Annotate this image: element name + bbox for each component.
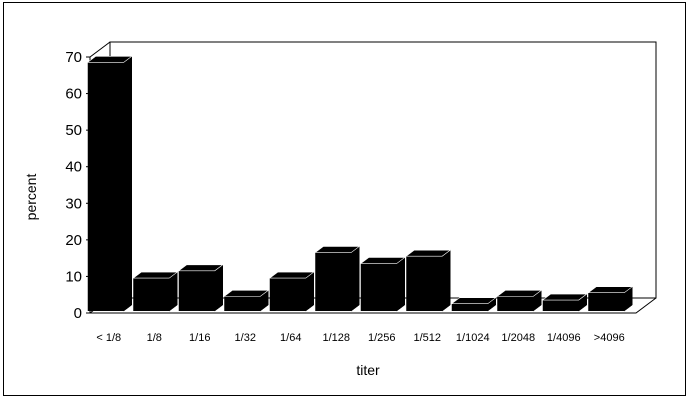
y-tick-label: 10 [65, 268, 82, 285]
bar-top [314, 246, 361, 253]
y-tick-label: 0 [74, 305, 82, 322]
bar-front [542, 300, 579, 311]
x-tick-label: 1/4096 [547, 332, 581, 344]
bar-top [587, 286, 634, 294]
bar-top [177, 264, 224, 272]
bar-top [496, 290, 543, 297]
bar [450, 297, 497, 312]
x-tick-label: < 1/8 [96, 332, 121, 344]
bar-top [405, 249, 452, 257]
bar [496, 289, 543, 312]
y-tick-label: 50 [65, 122, 82, 139]
bar [177, 264, 224, 312]
bar-side [214, 264, 223, 312]
bar-side [169, 271, 178, 312]
bar-front [451, 303, 488, 311]
bar-front [406, 256, 443, 311]
y-tick-label: 40 [65, 159, 82, 176]
chart-frame [3, 2, 686, 396]
bar-top [359, 257, 406, 264]
x-tick-label: 1/512 [413, 332, 441, 344]
x-tick-label: 1/128 [322, 332, 350, 344]
bar-front [269, 278, 306, 311]
bar [223, 289, 270, 312]
x-tick-label: 1/32 [235, 332, 256, 344]
y-tick-label: 30 [65, 195, 82, 212]
x-tick-label: 1/64 [280, 332, 301, 344]
bar-front [224, 296, 261, 311]
bar-side [396, 256, 405, 312]
bar-top [223, 290, 270, 297]
x-tick-label: 1/8 [147, 332, 162, 344]
y-tick-label: 20 [65, 232, 82, 249]
bar [359, 256, 406, 312]
bars [86, 55, 634, 312]
x-tick-label: 1/16 [189, 332, 210, 344]
bar-top [450, 297, 497, 304]
bar [587, 286, 634, 312]
bar [132, 271, 179, 312]
bar-front [497, 296, 534, 311]
bar-top [132, 271, 179, 279]
x-tick-label: 1/256 [368, 332, 396, 344]
bar-front [315, 252, 352, 311]
bar-front [178, 270, 215, 311]
x-axis-title: titer [356, 362, 380, 378]
bar-top [86, 56, 133, 63]
y-tick-label: 70 [65, 49, 82, 66]
y-axis-ticks: 0 10 20 30 40 50 60 70 [65, 49, 90, 322]
bar-front [360, 263, 397, 311]
bar-front [588, 292, 625, 311]
bar-front [133, 278, 170, 311]
bar-side [305, 271, 314, 312]
x-tick-label: 1/2048 [501, 332, 535, 344]
y-tick-label: 60 [65, 86, 82, 103]
bar [405, 249, 452, 312]
y-axis-title: percent [23, 174, 39, 221]
x-axis-ticks: < 1/8 1/8 1/16 1/32 1/64 1/128 1/256 1/512 1/102… [96, 332, 624, 344]
x-tick-label: >4096 [594, 332, 625, 344]
bar [86, 55, 133, 312]
top-left-edge [89, 41, 111, 58]
x-tick-label: 1/1024 [456, 332, 490, 344]
bar-side [442, 249, 451, 312]
bar [268, 271, 315, 312]
bar [541, 293, 588, 312]
bar-top [541, 293, 588, 301]
bar-side [351, 245, 360, 312]
bar-top [268, 271, 315, 279]
floor-edge [90, 297, 657, 314]
bar-side [123, 55, 132, 312]
bar-front [87, 62, 124, 311]
bar [314, 245, 361, 312]
